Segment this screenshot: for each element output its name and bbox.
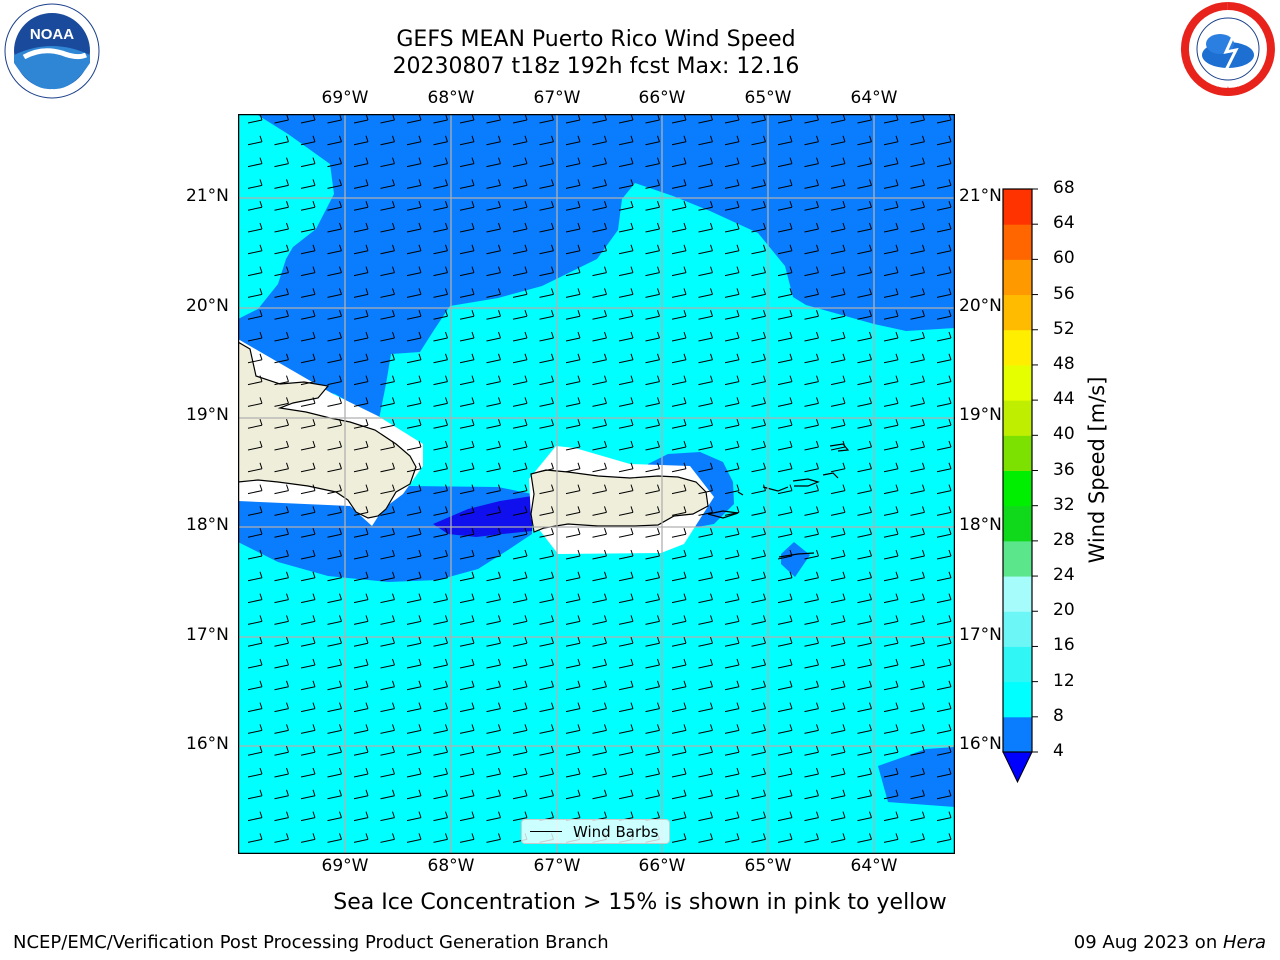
sea-ice-note: Sea Ice Concentration > 15% is shown in … (333, 890, 947, 915)
lat-label-right: 19°N (959, 405, 1002, 425)
wind-barbs (247, 114, 952, 843)
lon-label-bottom: 68°W (427, 856, 475, 876)
wind-zone-8-12-vieques (781, 542, 810, 577)
colorbar-cell (1003, 400, 1032, 436)
wind-speed-map (238, 114, 955, 854)
map-title: GEFS MEAN Puerto Rico Wind Speed (396, 27, 796, 52)
colorbar-cell (1003, 189, 1032, 225)
wind-zone-8-12-south (238, 486, 532, 582)
colorbar-tick-label: 36 (1053, 459, 1075, 480)
lon-label-bottom: 69°W (321, 856, 369, 876)
footer-date-text: 09 Aug 2023 on (1073, 932, 1223, 953)
colorbar-tick-label: 68 (1053, 178, 1075, 198)
colorbar-cell (1003, 611, 1032, 647)
wind-zone-calm-nw (238, 114, 334, 319)
colorbar-cell (1003, 646, 1032, 683)
footer-credit: NCEP/EMC/Verification Post Processing Pr… (13, 932, 609, 953)
noaa-logo: NOAA (4, 3, 100, 99)
colorbar-tick-label: 16 (1053, 635, 1075, 656)
colorbar-tick-label: 12 (1053, 670, 1075, 691)
land-hispaniola (238, 341, 417, 519)
map-subtitle: 20230807 t18z 192h fcst Max: 12.16 (392, 54, 800, 79)
lon-label-top: 69°W (321, 88, 369, 108)
colorbar-cell (1003, 224, 1032, 260)
colorbar-tick-label: 48 (1053, 353, 1075, 374)
colorbar-tick-label: 40 (1053, 424, 1075, 445)
lon-label-top: 67°W (533, 88, 581, 108)
colorbar-cell (1003, 505, 1032, 542)
lon-label-top: 66°W (638, 88, 686, 108)
lat-label-left: 21°N (186, 186, 229, 206)
land-virgin-islands (737, 443, 850, 558)
colorbar-tick-label: 28 (1053, 529, 1075, 550)
colorbar-cell (1003, 435, 1032, 471)
colorbar-tick-label: 60 (1053, 248, 1075, 269)
colorbar-cell (1003, 364, 1032, 401)
colorbar-tick-label: 4 (1053, 741, 1064, 761)
wind-zone-8-12-north (238, 114, 955, 424)
colorbar-cell (1003, 329, 1032, 366)
lon-label-top: 68°W (427, 88, 475, 108)
lat-label-right: 16°N (959, 734, 1002, 754)
wind-barb-glyphs (247, 114, 952, 843)
colorbar-tick-label: 64 (1053, 213, 1075, 234)
lat-label-right: 20°N (959, 296, 1002, 316)
lat-label-right: 18°N (959, 515, 1002, 535)
colorbar-under-triangle (1002, 751, 1033, 784)
colorbar-tick-label: 24 (1053, 565, 1075, 586)
lat-label-left: 16°N (186, 734, 229, 754)
noaa-logo-text: NOAA (30, 26, 74, 43)
legend-label: Wind Barbs (573, 823, 659, 841)
colorbar-tick-label: 44 (1053, 389, 1075, 410)
lon-label-top: 64°W (850, 88, 898, 108)
colorbar-tick-label: 56 (1053, 283, 1075, 304)
legend-line-swatch (530, 831, 562, 832)
colorbar-cell (1003, 681, 1032, 718)
lat-label-left: 19°N (186, 405, 229, 425)
map-frame (238, 114, 955, 854)
lon-label-bottom: 64°W (850, 856, 898, 876)
colorbar (1002, 188, 1038, 784)
graticule (238, 114, 955, 854)
colorbar-tick-label: 32 (1053, 494, 1075, 515)
colorbar-cell (1003, 540, 1032, 577)
colorbar-cell (1003, 716, 1032, 753)
lat-label-left: 17°N (186, 625, 229, 645)
lat-label-left: 18°N (186, 515, 229, 535)
colorbar-title: Wind Speed [m/s] (1085, 376, 1109, 564)
lon-label-bottom: 65°W (744, 856, 792, 876)
lon-label-bottom: 67°W (533, 856, 581, 876)
svg-text:★ ★ ★: ★ ★ ★ (1215, 85, 1241, 94)
colorbar-cell (1003, 470, 1032, 507)
footer-machine: Hera (1222, 932, 1266, 953)
lat-label-right: 17°N (959, 625, 1002, 645)
colorbar-tick-label: 8 (1053, 705, 1064, 726)
lon-label-bottom: 66°W (638, 856, 686, 876)
lon-label-top: 65°W (744, 88, 792, 108)
colorbar-tick-label: 52 (1053, 318, 1075, 339)
colorbar-cell (1003, 294, 1032, 331)
land-puerto-rico (530, 469, 709, 533)
colorbar-cell (1003, 259, 1032, 296)
lat-label-left: 20°N (186, 296, 229, 316)
colorbar-tick-label: 20 (1053, 600, 1075, 621)
colorbar-cell (1003, 576, 1032, 612)
nws-logo: ★ ★ ★ (1181, 2, 1275, 96)
footer-date: 09 Aug 2023 on Hera (1074, 932, 1266, 953)
lat-label-right: 21°N (959, 186, 1002, 206)
wind-barbs-legend: Wind Barbs (521, 819, 670, 844)
